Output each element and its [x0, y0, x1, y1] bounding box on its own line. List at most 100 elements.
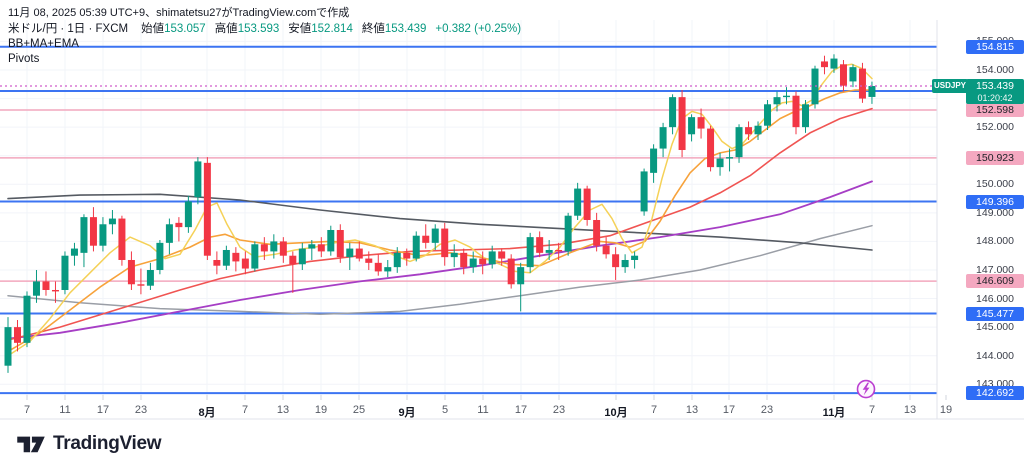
tradingview-wordmark: TradingView: [53, 433, 162, 454]
candle-body: [716, 158, 724, 168]
candle-body: [251, 244, 259, 269]
time-axis-label: 25: [352, 404, 366, 416]
time-axis-label: 11: [59, 404, 71, 416]
candle-body: [754, 125, 762, 135]
candle-body: [374, 262, 382, 272]
ma-mid-orange: [7, 89, 873, 353]
candle-body: [631, 255, 639, 260]
candle-body: [678, 97, 686, 150]
price-level-badge-pink: 150.923: [966, 150, 1024, 165]
candle-body: [51, 289, 59, 292]
candle-body: [811, 68, 819, 105]
price-axis-label: 146.000: [976, 292, 1014, 305]
ohlc-high: 高値153.593: [214, 23, 280, 35]
time-axis-label: 23: [760, 404, 774, 416]
candle-body: [783, 95, 791, 98]
time-axis-label: 13: [276, 404, 290, 416]
candle-body: [241, 258, 249, 269]
candle-body: [336, 229, 344, 258]
candle-body: [650, 148, 658, 173]
price-axis-label: 148.000: [976, 235, 1014, 248]
candle-body: [431, 228, 439, 243]
time-axis-label: 13: [903, 404, 917, 416]
candle-body: [536, 237, 544, 253]
price-axis-label: 150.000: [976, 178, 1014, 191]
candle-body: [868, 86, 876, 97]
candle-body: [156, 242, 164, 270]
candle-body: [298, 248, 306, 265]
sma-200-dark-gray: [7, 193, 873, 251]
time-axis-label: 13: [685, 404, 699, 416]
tradingview-logo[interactable]: TradingView: [16, 433, 162, 455]
time-axis-label: 7: [23, 404, 31, 416]
candle-body: [317, 244, 325, 252]
candle-body: [260, 244, 268, 252]
candle-body: [564, 215, 572, 252]
candle-body: [612, 254, 620, 268]
candle-body: [488, 251, 496, 265]
candle-body: [99, 224, 107, 246]
candle-body: [137, 284, 145, 286]
symbol-ticker-badge: USDJPY: [932, 79, 968, 94]
time-axis-month-label: 10月: [604, 407, 628, 419]
chart-legend: 米ドル/円 · 1日 · FXCM 始値153.057 高値153.593 安値…: [8, 23, 521, 66]
price-axis-label: 154.000: [976, 64, 1014, 76]
ema-purple: [7, 180, 873, 340]
candle-body: [593, 219, 601, 246]
indicator-legend-bb[interactable]: BB+MA+EMA: [8, 38, 79, 50]
candle-body: [89, 217, 97, 246]
ema-200-light-gray: [7, 224, 873, 316]
candle-body: [118, 218, 126, 260]
candle-body: [222, 249, 230, 266]
candle-body: [213, 259, 221, 266]
candle-body: [61, 255, 69, 290]
candle-body: [460, 252, 468, 268]
price-level-badge-pink: 152.598: [966, 103, 1024, 118]
price-level-badge-blue: 145.477: [966, 306, 1024, 321]
candle-body: [726, 157, 734, 159]
price-axis-label: 145.000: [976, 321, 1014, 334]
candle-body: [4, 327, 12, 366]
candle-body: [412, 235, 420, 259]
candle-body: [545, 249, 553, 253]
candle-body: [764, 104, 772, 126]
candle-body: [469, 258, 477, 268]
candle-body: [327, 229, 335, 252]
time-axis-month-label: 9月: [398, 407, 416, 419]
ohlc-open: 始値153.057: [141, 23, 206, 35]
candle-body: [279, 241, 287, 256]
bar-countdown: 01:20:42: [977, 93, 1013, 104]
time-axis-label: 17: [514, 404, 528, 416]
candle-body: [42, 281, 50, 290]
symbol-legend-row[interactable]: 米ドル/円 · 1日 · FXCM 始値153.057 高値153.593 安値…: [8, 23, 521, 36]
candle-body: [270, 241, 278, 252]
candle-body: [858, 68, 866, 99]
candle-body: [441, 228, 449, 258]
candle-body: [232, 252, 240, 262]
candle-body: [165, 224, 173, 243]
price-axis-label: 152.000: [976, 121, 1014, 134]
indicator-legend-pivots[interactable]: Pivots: [8, 53, 40, 65]
time-axis-label: 19: [939, 404, 953, 416]
candle-body: [820, 61, 828, 68]
candle-body: [659, 127, 667, 149]
candle-body: [526, 237, 534, 268]
candle-body: [450, 252, 458, 258]
candle-body: [688, 117, 696, 135]
time-axis-label: 7: [650, 404, 658, 416]
candle-body: [32, 281, 40, 296]
change-value: +0.382 (+0.25%): [435, 23, 522, 35]
candle-body: [70, 248, 78, 256]
candle-body: [308, 244, 316, 249]
candle-body: [555, 249, 563, 252]
candle-body: [403, 252, 411, 259]
time-axis-month-label: 11月: [822, 407, 846, 419]
candle-body: [517, 267, 525, 285]
candle-body: [194, 161, 202, 198]
price-axis-label: 147.000: [976, 263, 1014, 276]
candle-body: [479, 258, 487, 265]
time-axis-label: 19: [314, 404, 328, 416]
candle-body: [707, 128, 715, 168]
